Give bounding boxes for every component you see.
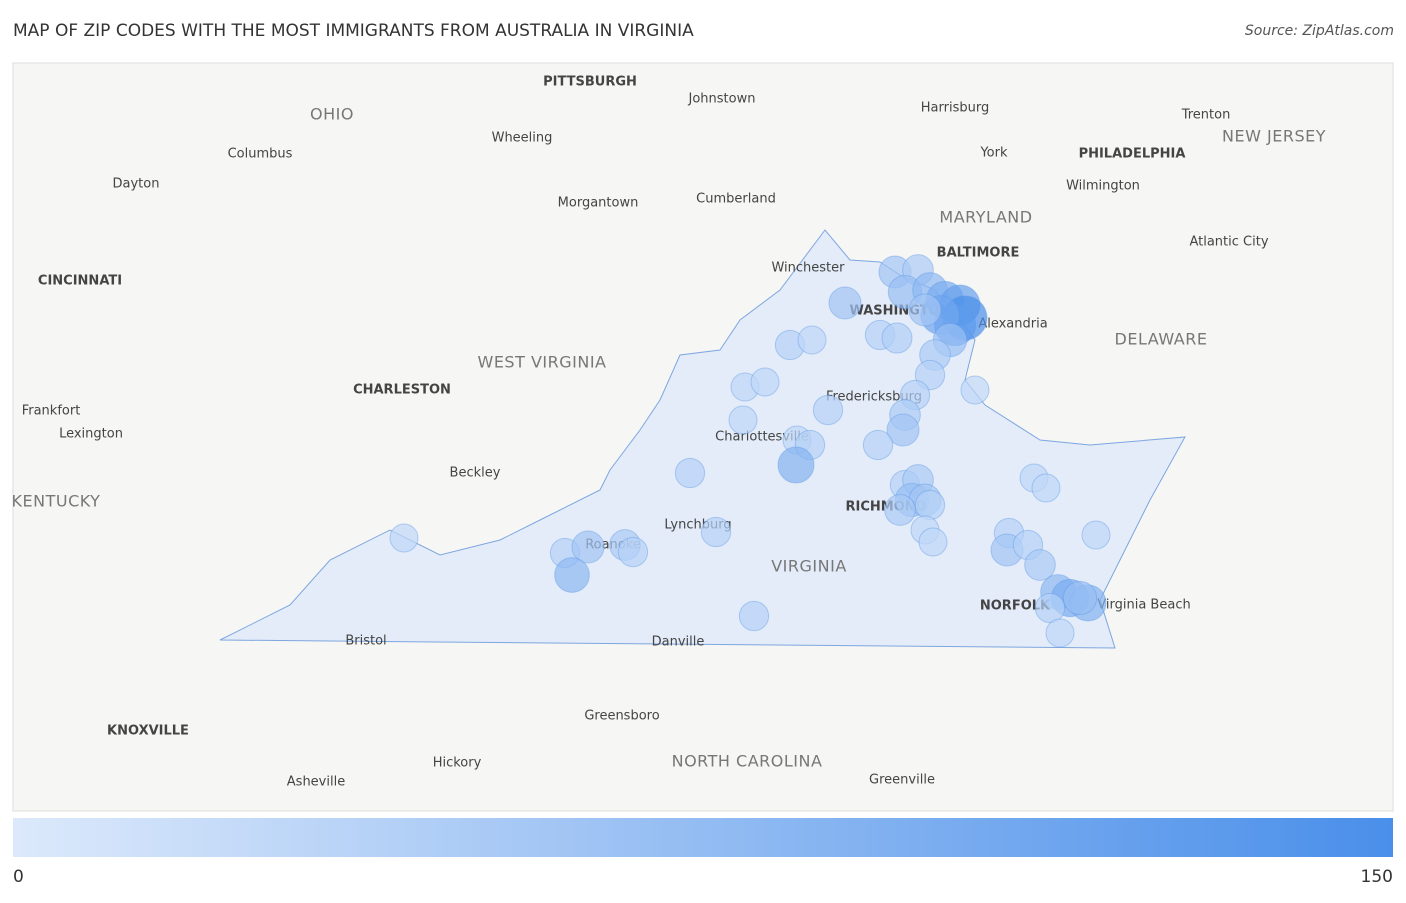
place-label: Beckley <box>450 466 501 481</box>
zip-marker <box>960 375 990 405</box>
place-label: KENTUCKY <box>12 492 101 511</box>
place-label: Danville <box>652 635 705 650</box>
place-label: NORFOLK <box>980 599 1051 614</box>
place-label: Columbus <box>228 147 293 162</box>
place-label: Harrisburg <box>921 101 989 116</box>
source: Source: ZipAtlas.com <box>1245 23 1394 39</box>
place-label: Alexandria <box>978 317 1047 332</box>
place-label: CINCINNATI <box>38 274 122 289</box>
zip-marker <box>812 394 844 426</box>
zip-marker <box>881 322 913 354</box>
zip-marker <box>571 530 605 564</box>
place-label: Greensboro <box>584 709 659 724</box>
place-label: CHARLESTON <box>353 383 451 398</box>
zip-marker <box>828 286 862 320</box>
place-label: PHILADELPHIA <box>1079 147 1186 162</box>
place-label: Hickory <box>433 756 482 771</box>
place-label: Frankfort <box>22 404 81 419</box>
place-label: Virginia Beach <box>1097 598 1190 613</box>
place-label: Atlantic City <box>1189 235 1268 250</box>
place-label: Greenville <box>869 773 935 788</box>
zip-marker <box>862 429 894 461</box>
title: MAP OF ZIP CODES WITH THE MOST IMMIGRANT… <box>13 21 694 41</box>
zip-marker <box>777 446 815 484</box>
zip-marker <box>700 516 732 548</box>
legend-min: 0 <box>13 867 24 887</box>
place-label: OHIO <box>310 105 354 124</box>
place-label: Bristol <box>345 634 386 649</box>
zip-marker <box>797 325 827 355</box>
place-label: Cumberland <box>696 192 776 207</box>
legend-bar <box>13 818 1393 857</box>
place-label: Winchester <box>771 261 845 276</box>
zip-marker <box>554 557 590 593</box>
place-label: Trenton <box>1181 108 1231 123</box>
zip-marker <box>908 293 942 327</box>
place-label: York <box>979 146 1008 161</box>
place-label: NEW JERSEY <box>1222 127 1326 146</box>
zip-marker <box>1034 592 1066 624</box>
zip-marker <box>1062 580 1098 616</box>
zip-marker <box>1024 549 1056 581</box>
place-label: BALTIMORE <box>937 246 1020 261</box>
zip-marker <box>1031 473 1061 503</box>
place-label: Lexington <box>59 427 123 442</box>
place-label: Johnstown <box>688 92 756 107</box>
place-label: VIRGINIA <box>771 557 847 576</box>
legend-max: 150 <box>1361 867 1393 887</box>
zip-marker <box>884 494 916 526</box>
zip-marker <box>914 359 946 391</box>
place-label: KNOXVILLE <box>107 724 189 739</box>
place-label: MARYLAND <box>939 208 1032 227</box>
markers <box>389 254 1111 648</box>
zip-marker <box>750 367 780 397</box>
place-label: NORTH CAROLINA <box>672 752 823 771</box>
place-label: Asheville <box>287 775 345 790</box>
place-label: Dayton <box>113 177 160 192</box>
zip-marker <box>918 527 948 557</box>
place-label: Morgantown <box>558 196 639 211</box>
place-label: Fredericksburg <box>826 390 922 405</box>
place-label: Wilmington <box>1066 179 1140 194</box>
zip-marker <box>1081 520 1111 550</box>
zip-marker <box>674 457 706 489</box>
place-label: DELAWARE <box>1115 330 1208 349</box>
zip-marker <box>617 536 649 568</box>
place-label: PITTSBURGH <box>543 75 637 90</box>
zip-marker <box>389 523 419 553</box>
place-label: Wheeling <box>492 131 553 146</box>
zip-marker <box>728 405 758 435</box>
zip-marker <box>738 600 770 632</box>
zip-marker <box>914 489 946 521</box>
zip-marker <box>886 413 920 447</box>
place-label: WEST VIRGINIA <box>478 353 607 372</box>
zip-marker <box>1045 618 1075 648</box>
